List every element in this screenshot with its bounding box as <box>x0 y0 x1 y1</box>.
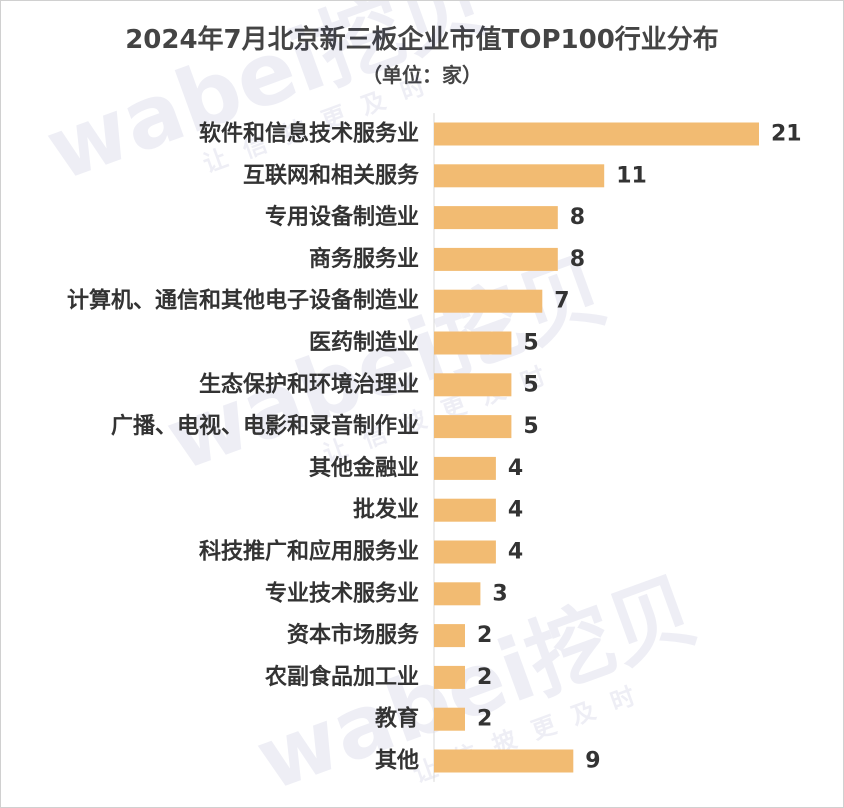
value-label: 11 <box>616 163 647 188</box>
bar <box>434 456 496 480</box>
category-label: 专业技术服务业 <box>265 580 419 606</box>
bar <box>434 749 574 773</box>
value-label: 4 <box>508 540 523 565</box>
category-label: 批发业 <box>353 497 419 523</box>
category-label: 互联网和相关服务 <box>243 163 420 188</box>
bar <box>434 624 465 648</box>
value-label: 5 <box>523 331 538 356</box>
category-label: 其他金融业 <box>309 455 419 481</box>
category-label: 广播、电视、电影和录音制作业 <box>111 413 419 439</box>
value-label: 5 <box>523 414 538 439</box>
bar <box>434 540 496 564</box>
category-label: 计算机、通信和其他电子设备制造业 <box>67 288 419 314</box>
value-label: 8 <box>570 205 585 230</box>
value-label: 21 <box>771 122 802 147</box>
bars <box>434 122 759 773</box>
bar <box>434 247 558 271</box>
bar <box>434 582 481 606</box>
category-label: 医药制造业 <box>309 331 419 356</box>
bar <box>434 707 465 731</box>
bar <box>434 289 543 313</box>
value-label: 9 <box>585 749 600 774</box>
chart-subtitle: （单位：家） <box>362 63 482 87</box>
value-label: 2 <box>477 707 492 732</box>
value-label: 3 <box>492 581 507 606</box>
category-label: 教育 <box>375 706 419 732</box>
category-label: 资本市场服务 <box>287 622 420 648</box>
bar <box>434 498 496 522</box>
bar <box>434 665 465 689</box>
category-label: 其他 <box>375 749 419 774</box>
value-label: 7 <box>554 289 569 314</box>
category-label: 专用设备制造业 <box>265 204 419 230</box>
category-labels: 软件和信息技术服务业互联网和相关服务专用设备制造业商务服务业计算机、通信和其他电… <box>67 121 420 774</box>
bar <box>434 373 512 397</box>
category-label: 农副食品加工业 <box>264 664 419 690</box>
value-label: 5 <box>523 372 538 397</box>
category-label: 软件和信息技术服务业 <box>199 121 419 147</box>
value-label: 4 <box>508 498 523 523</box>
value-label: 2 <box>477 623 492 648</box>
value-label: 2 <box>477 665 492 690</box>
value-label: 4 <box>508 456 523 481</box>
value-label: 8 <box>570 247 585 272</box>
bar <box>434 415 512 439</box>
category-label: 生态保护和环境治理业 <box>199 371 419 397</box>
bar <box>434 164 605 188</box>
bar <box>434 122 759 146</box>
chart-title: 2024年7月北京新三板企业市值TOP100行业分布 <box>125 25 719 55</box>
category-label: 商务服务业 <box>309 246 419 272</box>
bar <box>434 206 558 230</box>
category-label: 科技推广和应用服务业 <box>199 539 419 565</box>
bar <box>434 331 512 355</box>
